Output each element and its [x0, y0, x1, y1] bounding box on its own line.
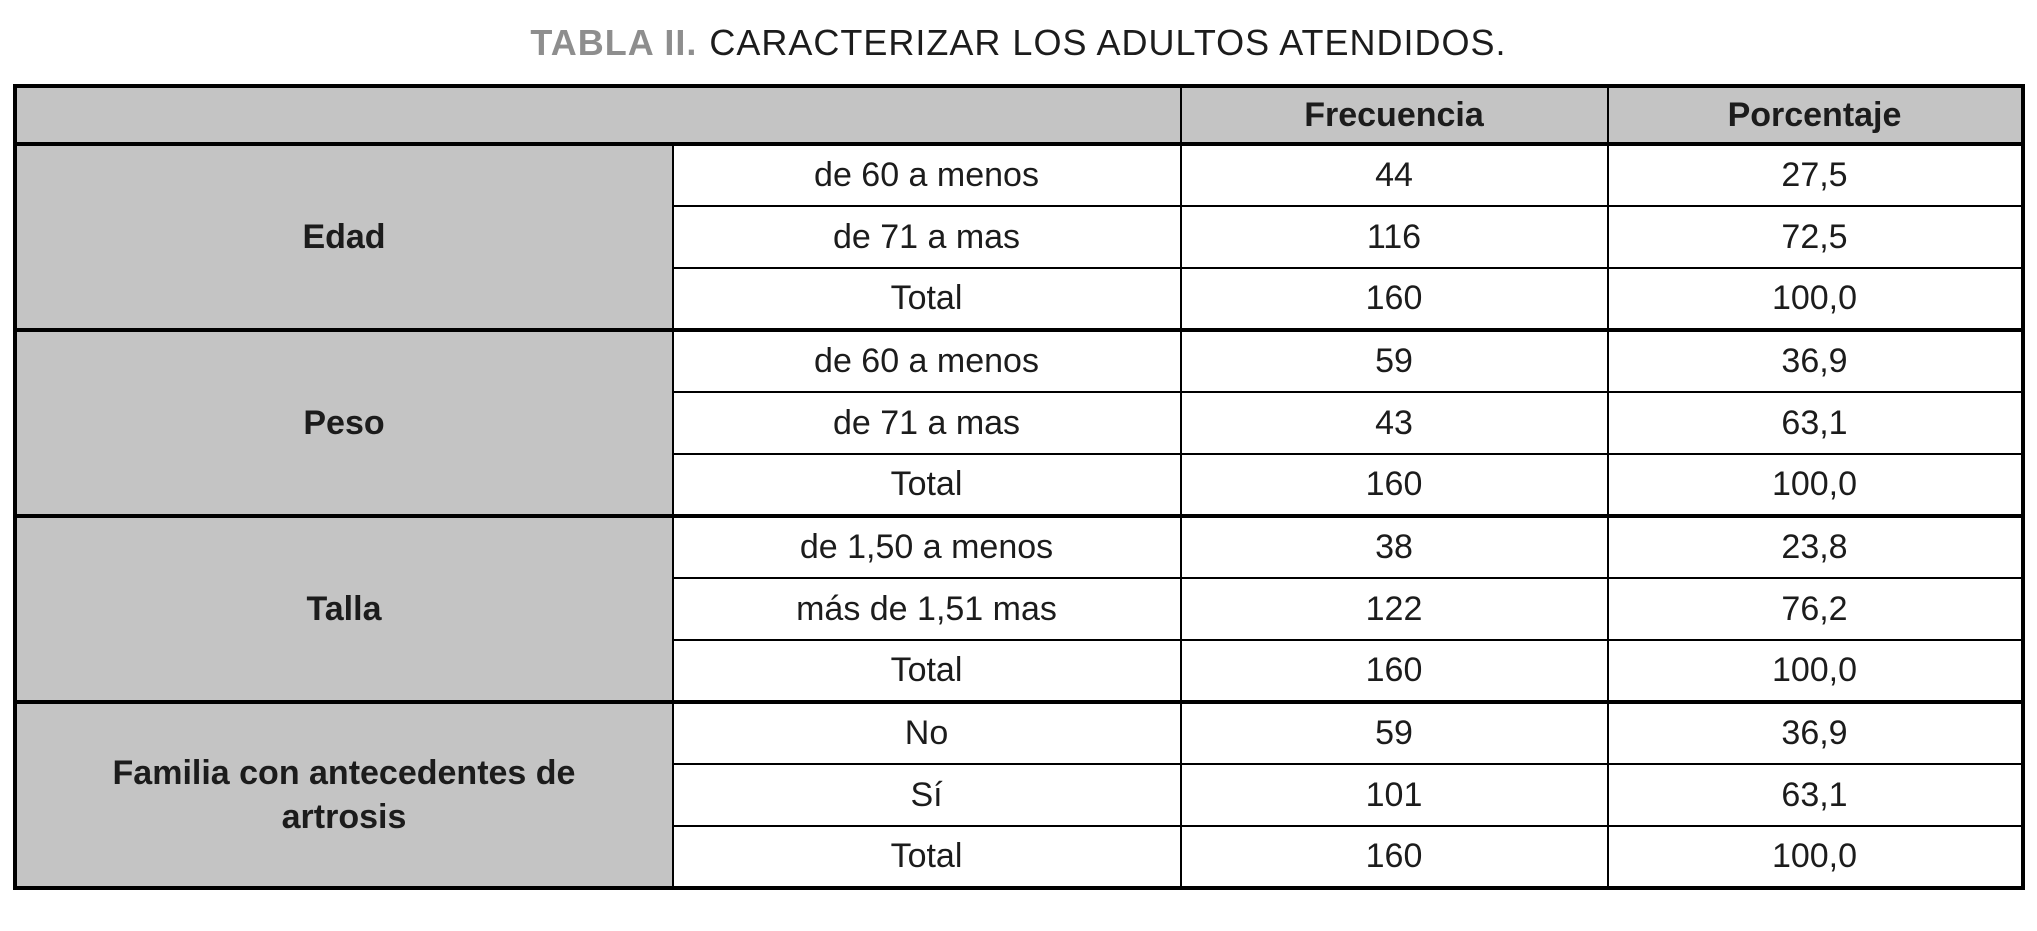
table-row: Edad de 60 a menos 44 27,5 [13, 143, 2024, 331]
row-category: Total [671, 825, 1182, 889]
group-label-edad: Edad [13, 143, 674, 331]
table-figure: TABLA II. CARACTERIZAR LOS ADULTOS ATENDI… [0, 22, 2037, 890]
group-familia-antecedentes: Familia con antecedentes de artrosis No … [13, 701, 2024, 889]
cell-porcentaje: 27,5 [1606, 143, 2024, 207]
group-label-familia: Familia con antecedentes de artrosis [13, 701, 674, 889]
cell-porcentaje: 63,1 [1606, 763, 2024, 827]
group-peso: Peso de 60 a menos 59 36,9 de 71 a mas 4… [13, 329, 2024, 517]
table-row: Familia con antecedentes de artrosis No … [13, 701, 2024, 889]
row-category: de 1,50 a menos [671, 515, 1182, 579]
header-empty-cell [13, 85, 1182, 145]
group-label-peso: Peso [13, 329, 674, 517]
table-row: más de 1,51 mas 122 76,2 [15, 577, 2024, 641]
header-row: Frecuencia Porcentaje [13, 85, 2024, 145]
cell-frecuencia: 160 [1179, 267, 1609, 331]
table-row: de 71 a mas 43 63,1 [15, 391, 2024, 455]
cell-porcentaje: 76,2 [1606, 577, 2024, 641]
table-caption-number: TABLA II. [530, 22, 698, 63]
row-category: Total [671, 453, 1182, 517]
table-row: Peso de 60 a menos 59 36,9 [13, 329, 2024, 517]
row-category: de 71 a mas [671, 391, 1182, 455]
table-row: Talla de 1,50 a menos 38 23,8 [13, 515, 2024, 703]
cell-frecuencia: 160 [1179, 825, 1609, 889]
cell-porcentaje: 63,1 [1606, 391, 2024, 455]
row-category: No [671, 701, 1182, 765]
cell-frecuencia: 122 [1179, 577, 1609, 641]
group-label-talla: Talla [13, 515, 674, 703]
cell-porcentaje: 100,0 [1606, 453, 2024, 517]
row-category: de 60 a menos [671, 329, 1182, 393]
table-row: Sí 101 63,1 [15, 763, 2024, 827]
cell-porcentaje: 36,9 [1606, 701, 2024, 765]
cell-porcentaje: 23,8 [1606, 515, 2024, 579]
column-header-frecuencia: Frecuencia [1179, 85, 1609, 145]
table-caption-text: CARACTERIZAR LOS ADULTOS ATENDIDOS. [709, 22, 1507, 63]
cell-frecuencia: 116 [1179, 205, 1609, 269]
row-category: más de 1,51 mas [671, 577, 1182, 641]
cell-frecuencia: 44 [1179, 143, 1609, 207]
cell-porcentaje: 100,0 [1606, 639, 2024, 703]
cell-frecuencia: 101 [1179, 763, 1609, 827]
cell-frecuencia: 160 [1179, 639, 1609, 703]
table-row: Total 160 100,0 [15, 639, 2024, 703]
cell-frecuencia: 38 [1179, 515, 1609, 579]
group-edad: Edad de 60 a menos 44 27,5 de 71 a mas 1… [13, 143, 2024, 331]
cell-frecuencia: 59 [1179, 329, 1609, 393]
cell-porcentaje: 100,0 [1606, 267, 2024, 331]
table-row: de 71 a mas 116 72,5 [15, 205, 2024, 269]
row-category: de 71 a mas [671, 205, 1182, 269]
column-header-porcentaje: Porcentaje [1606, 85, 2024, 145]
table-row: Total 160 100,0 [15, 453, 2024, 517]
cell-frecuencia: 43 [1179, 391, 1609, 455]
cell-frecuencia: 160 [1179, 453, 1609, 517]
row-category: Total [671, 267, 1182, 331]
group-talla: Talla de 1,50 a menos 38 23,8 más de 1,5… [13, 515, 2024, 703]
cell-porcentaje: 100,0 [1606, 825, 2024, 889]
table-row: Total 160 100,0 [15, 267, 2024, 331]
table-row: Total 160 100,0 [15, 825, 2024, 889]
cell-frecuencia: 59 [1179, 701, 1609, 765]
table-caption: TABLA II. CARACTERIZAR LOS ADULTOS ATENDI… [0, 22, 2037, 64]
row-category: de 60 a menos [671, 143, 1182, 207]
row-category: Total [671, 639, 1182, 703]
data-table: Frecuencia Porcentaje Edad de 60 a menos… [12, 84, 2025, 890]
row-category: Sí [671, 763, 1182, 827]
cell-porcentaje: 72,5 [1606, 205, 2024, 269]
cell-porcentaje: 36,9 [1606, 329, 2024, 393]
